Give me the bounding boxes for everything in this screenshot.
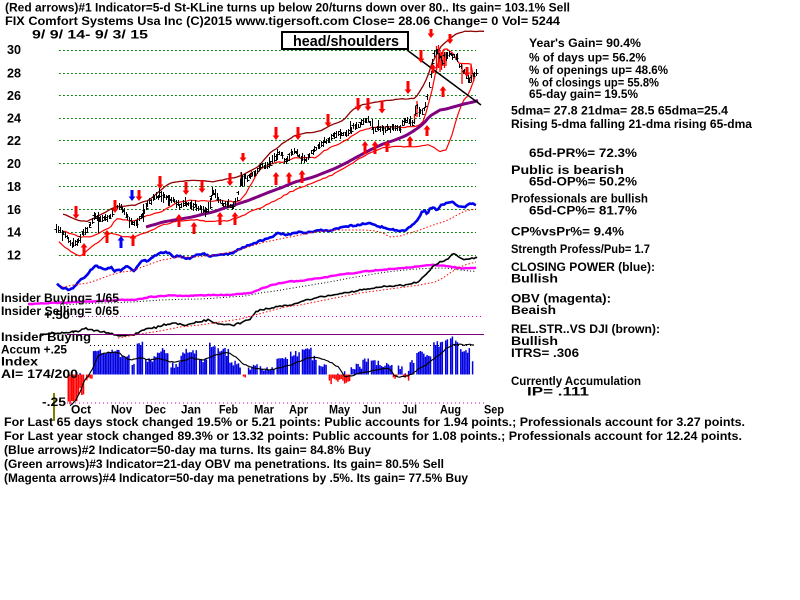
svg-text:% of closings up= 55.8%: % of closings up= 55.8%: [529, 76, 659, 90]
svg-text:For Last year stock changed 8: For Last year stock changed 89.3% or 13.…: [4, 429, 742, 443]
svg-text:18: 18: [7, 179, 21, 194]
svg-text:65d-PR%= 72.3%: 65d-PR%= 72.3%: [529, 146, 637, 160]
svg-text:Apr: Apr: [289, 403, 308, 417]
svg-text:22: 22: [7, 133, 21, 148]
svg-text:AI= 174/200: AI= 174/200: [1, 367, 78, 381]
svg-text:16: 16: [7, 202, 21, 217]
svg-text:Aug: Aug: [440, 403, 461, 417]
svg-text:% of days up= 56.2%: % of days up= 56.2%: [529, 51, 646, 65]
svg-text:Mar: Mar: [254, 403, 274, 417]
svg-text:Jul: Jul: [402, 403, 417, 417]
svg-text:28: 28: [7, 66, 21, 81]
svg-text:Bullish: Bullish: [511, 272, 558, 286]
svg-text:14: 14: [7, 224, 22, 239]
svg-text:Oct: Oct: [71, 403, 91, 417]
svg-text:Dec: Dec: [145, 403, 166, 417]
svg-text:20: 20: [7, 156, 21, 171]
svg-text:Nov: Nov: [111, 403, 132, 417]
svg-text:24: 24: [7, 111, 22, 126]
svg-text:Index: Index: [1, 355, 38, 369]
svg-text:Jan: Jan: [181, 403, 201, 417]
svg-text:For Last 65 days stock changed: For Last 65 days stock changed 19.5% or …: [4, 415, 745, 429]
svg-text:(Green arrows)#3 Indicator=21-: (Green arrows)#3 Indicator=21-day OBV ma…: [4, 457, 444, 471]
svg-text:(Magenta arrows)#4 Indicator=5: (Magenta arrows)#4 Indicator=50-day ma p…: [4, 471, 468, 485]
svg-text:12: 12: [7, 248, 21, 263]
svg-text:Beaish: Beaish: [511, 303, 556, 317]
svg-text:Insider Selling= 0/65: Insider Selling= 0/65: [1, 304, 119, 318]
svg-text:May: May: [329, 403, 350, 417]
svg-text:Strength Profess/Pub= 1.7: Strength Profess/Pub= 1.7: [511, 242, 650, 256]
svg-text:30: 30: [7, 42, 21, 57]
svg-text:5dma= 27.8 21dma= 28.5 65dma=2: 5dma= 27.8 21dma= 28.5 65dma=25.4: [511, 104, 728, 118]
svg-text:Currently Accumulation: Currently Accumulation: [511, 374, 641, 388]
svg-text:(Blue arrows)#2 Indicator=50-d: (Blue arrows)#2 Indicator=50-day ma turn…: [4, 443, 371, 457]
svg-text:REL.STR..VS DJI (brown):: REL.STR..VS DJI (brown):: [511, 322, 660, 336]
svg-text:Feb: Feb: [219, 403, 238, 417]
svg-text:Rising 5-dma falling 21-dma ri: Rising 5-dma falling 21-dma rising 65-dm…: [511, 117, 752, 131]
svg-text:Sep: Sep: [484, 403, 504, 417]
svg-text:% of openings up= 48.6%: % of openings up= 48.6%: [529, 63, 668, 77]
svg-text:Public is bearish: Public is bearish: [511, 163, 624, 177]
svg-text:Year's Gain= 90.4%: Year's Gain= 90.4%: [529, 36, 641, 50]
svg-text:(Red arrows)#1 Indicator=5-d S: (Red arrows)#1 Indicator=5-d St-KLine tu…: [5, 1, 570, 15]
svg-text:OBV (magenta):: OBV (magenta):: [511, 292, 611, 306]
svg-text:65-day gain= 19.5%: 65-day gain= 19.5%: [529, 87, 638, 101]
svg-text:IP= .111: IP= .111: [527, 385, 589, 399]
svg-text:CLOSING POWER (blue):: CLOSING POWER (blue):: [511, 260, 655, 274]
svg-text:CP%vsPr%= 9.4%: CP%vsPr%= 9.4%: [511, 225, 624, 239]
svg-text:26: 26: [7, 88, 21, 103]
svg-text:head/shoulders: head/shoulders: [293, 33, 399, 50]
svg-text:FIX Comfort Systems Usa Inc: FIX Comfort Systems Usa Inc (C)2015 www.…: [5, 14, 560, 28]
svg-text:Jun: Jun: [362, 403, 381, 417]
svg-text:Insider Buying= 1/65: Insider Buying= 1/65: [1, 291, 119, 305]
svg-text:9/ 9/ 14- 9/ 3/ 15: 9/ 9/ 14- 9/ 3/ 15: [32, 28, 148, 42]
svg-text:Bullish: Bullish: [511, 334, 558, 348]
svg-text:Professionals are bullish: Professionals are bullish: [511, 192, 648, 206]
svg-text:Accum +.25: Accum +.25: [1, 343, 67, 357]
svg-text:65d-CP%= 81.7%: 65d-CP%= 81.7%: [529, 204, 637, 218]
svg-text:Insider Buying: Insider Buying: [1, 330, 91, 344]
svg-text:65d-OP%= 50.2%: 65d-OP%= 50.2%: [529, 175, 637, 189]
svg-text:+.50: +.50: [44, 308, 70, 322]
svg-text:-.25: -.25: [42, 395, 66, 409]
svg-text:ITRS= .306: ITRS= .306: [511, 346, 579, 360]
